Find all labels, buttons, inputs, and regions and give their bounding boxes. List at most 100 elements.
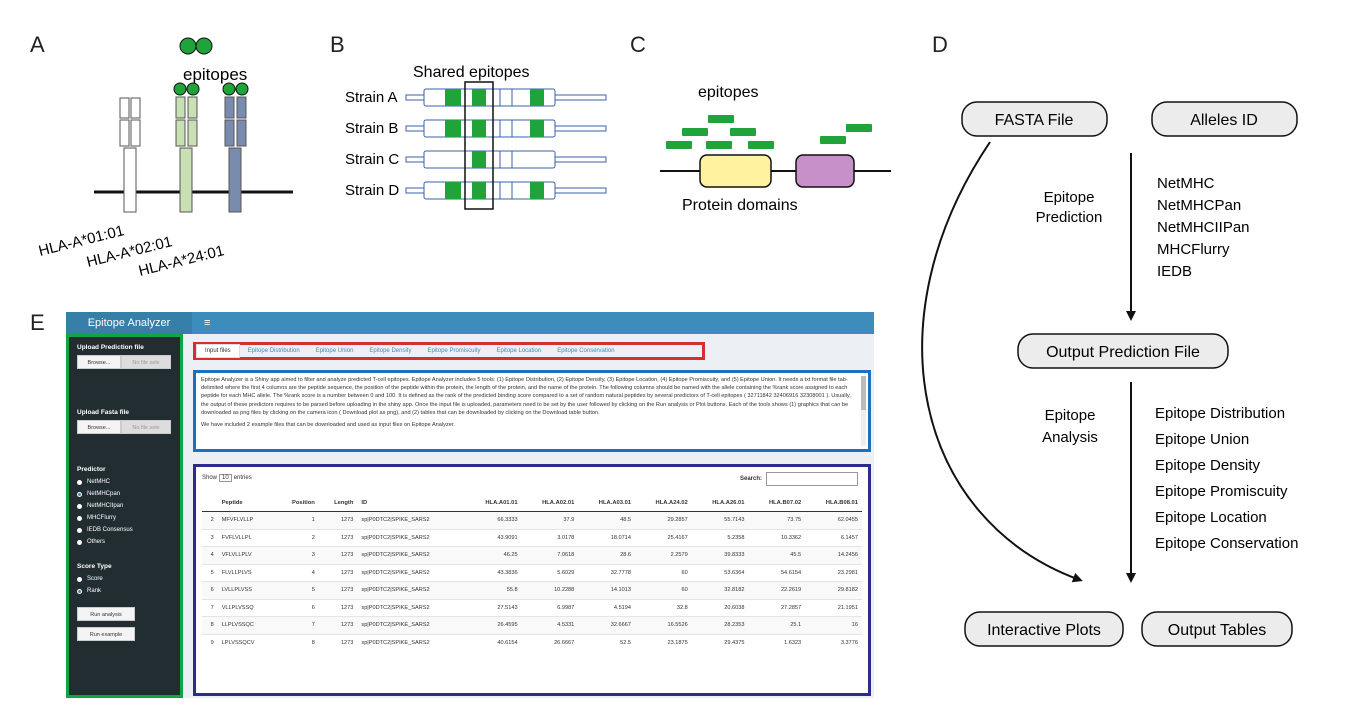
table-cell: 46.25 [464,546,522,564]
column-header[interactable]: HLA.B07.02 [748,495,806,512]
table-cell: 27.5143 [464,598,522,617]
fasta-file-name: No file sele [121,420,171,434]
run-example-button[interactable]: Run example [77,627,135,641]
alleles-id-box [1151,101,1298,137]
prediction-file-name: No file sele [121,355,171,369]
browse-fasta-button[interactable]: Browse... [77,420,121,434]
table-cell: 2 [275,528,319,547]
column-header[interactable]: HLA.A24.02 [635,495,692,512]
upload-prediction-file: Browse... No file sele [77,355,171,369]
table-cell: 3 [202,528,218,547]
predictor-option-netmhcpan[interactable]: NetMHCpan [77,491,120,497]
svg-text:Epitope Conservation: Epitope Conservation [1155,535,1298,552]
table-cell: 3.3776 [805,633,862,651]
table-cell: 66.3333 [464,511,522,529]
table-cell: 14.1013 [578,581,636,599]
tab-epitope-conservation[interactable]: Epitope Conservation [557,348,615,354]
table-cell: 6.1457 [805,528,862,547]
app-header: Epitope Analyzer ≡ [66,312,874,334]
tab-epitope-density[interactable]: Epitope Density [369,348,412,354]
svg-text:Epitope Union: Epitope Union [1155,431,1249,448]
run-analysis-button[interactable]: Run analysis [77,607,135,621]
hamburger-menu-icon[interactable]: ≡ [204,317,211,329]
table-cell: 1273 [318,581,358,599]
svg-text:Strain C: Strain C [345,151,399,168]
panel-a-letter: A [30,32,45,57]
table-cell: 54.6154 [748,563,806,582]
column-header[interactable]: HLA.A02.01 [521,495,579,512]
panel-c-epitopes-label: epitopes [698,84,759,101]
search-input[interactable] [766,472,858,486]
column-header[interactable]: HLA.B08.01 [805,495,862,512]
table-cell: 21.1951 [805,598,862,617]
table-cell: 7 [275,616,319,634]
table-cell: 5.6029 [521,563,579,582]
output-tables-box [1141,611,1293,647]
table-cell: 37.9 [521,511,579,529]
column-header[interactable]: Peptide [217,495,276,512]
column-header[interactable]: HLA.A03.01 [578,495,636,512]
table-cell: 28.2353 [691,616,749,634]
predictor-option-mhcflurry[interactable]: MHCFlurry [77,515,116,521]
svg-text:IEDB: IEDB [1157,263,1192,280]
table-cell: 32.8182 [691,581,749,599]
table-row: 9 LPLVSSQCV 8 1273 sp|P0DTC2|SPIKE_SARS2 40.6… [202,633,862,651]
tab-input-files[interactable]: Input files [196,344,240,358]
tab-epitope-union[interactable]: Epitope Union [315,348,354,354]
score-option-rank[interactable]: Rank [77,588,101,594]
panel-c-letter: C [630,32,646,57]
column-header[interactable]: HLA.A26.01 [691,495,749,512]
panel-b-shared-label: Shared epitopes [413,64,530,81]
column-header[interactable]: HLA.A01.01 [464,495,522,512]
table-cell: 1273 [318,546,358,564]
table-cell: sp|P0DTC2|SPIKE_SARS2 [357,563,465,582]
table-cell: 48.5 [578,511,636,529]
column-header[interactable]: ID [357,495,465,512]
column-header[interactable]: Position [275,495,319,512]
tab-epitope-location[interactable]: Epitope Location [496,348,542,354]
description-box: Epitope Analyzer is a Shiny app aimed to… [193,370,871,452]
table-cell: 29.8182 [805,581,862,599]
table-cell: 14.2456 [805,546,862,564]
tab-epitope-promiscuity[interactable]: Epitope Promiscuity [427,348,481,354]
description-scrollbar[interactable] [861,376,866,446]
table-cell: 1 [275,511,319,529]
svg-text:Epitope Promiscuity: Epitope Promiscuity [1155,483,1288,500]
entries-selector[interactable]: Show 10 entries [202,474,252,482]
predictor-option-others[interactable]: Others [77,539,105,545]
svg-text:MHCFlurry: MHCFlurry [1157,241,1230,258]
radio-icon [77,515,82,521]
table-cell: 6 [275,598,319,617]
table-cell: sp|P0DTC2|SPIKE_SARS2 [357,511,465,529]
table-row: 5 FLVLLPLVS 4 1273 sp|P0DTC2|SPIKE_SARS2 43.3… [202,563,862,582]
panel-d-letter: D [932,32,948,57]
table-cell: 4.5194 [578,598,636,617]
predictor-option-iedb[interactable]: IEDB Consensus [77,527,133,533]
tab-epitope-distribution[interactable]: Epitope Distribution [247,348,300,354]
table-cell: 39.8333 [691,546,749,564]
output-prediction-label: Output Prediction File [1046,344,1200,361]
interactive-plots-box [964,611,1124,647]
svg-text:Strain B: Strain B [345,120,398,137]
table-cell: 8 [275,633,319,651]
predictor-option-netmhc[interactable]: NetMHC [77,479,110,485]
table-row: 3 FVFLVLLPL 2 1273 sp|P0DTC2|SPIKE_SARS2 43.9… [202,528,862,547]
table-cell: 22.2619 [748,581,806,599]
column-header[interactable]: Length [318,495,358,512]
radio-icon [77,576,82,582]
entries-select[interactable]: 10 [219,474,232,482]
table-cell: 1273 [318,511,358,529]
description-examples-text: We have included 2 example files that ca… [201,422,455,429]
svg-text:NetMHCPan: NetMHCPan [1157,197,1241,214]
domain-yellow [699,154,772,188]
browse-prediction-button[interactable]: Browse... [77,355,121,369]
table-cell: 18.0714 [578,528,636,547]
mhc-molecule-1 [119,97,141,213]
column-header[interactable] [202,495,218,512]
table-cell: 32.7778 [578,563,636,582]
score-option-score[interactable]: Score [77,576,103,582]
predictor-option-netmhciipan[interactable]: NetMHCIIpan [77,503,123,509]
app-brand[interactable]: Epitope Analyzer [66,312,192,334]
table-cell: 1.6323 [748,633,806,651]
output-prediction-box [1017,333,1229,369]
